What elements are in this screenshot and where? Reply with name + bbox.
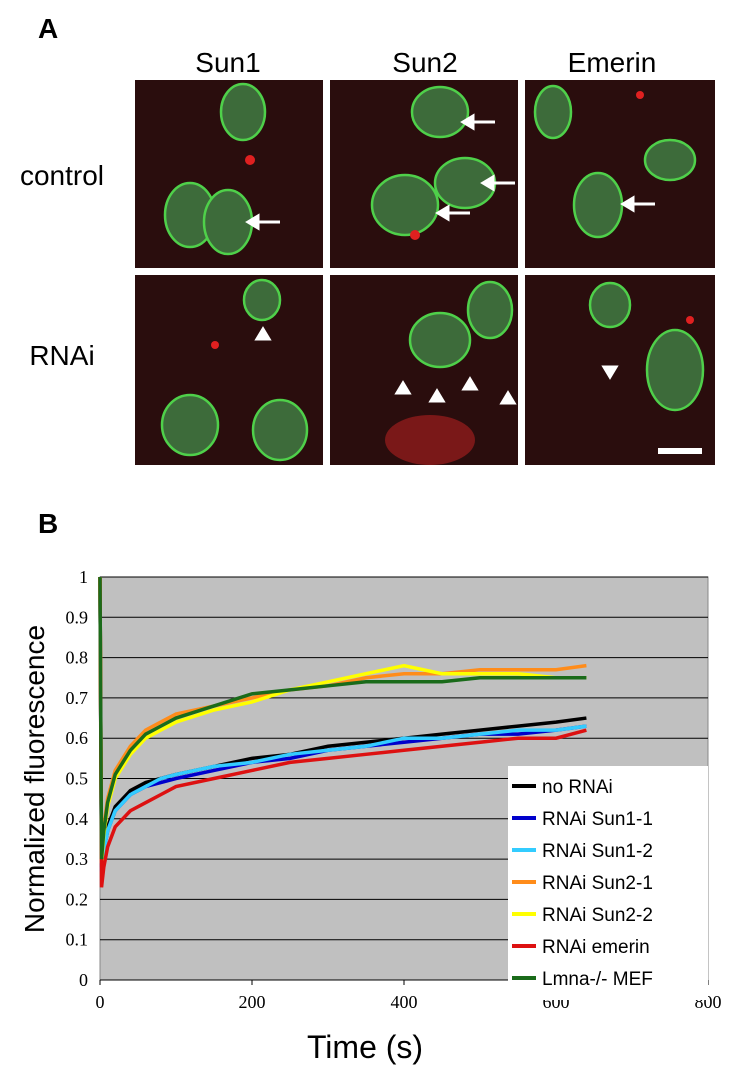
x-tick-label: 0	[96, 992, 105, 1012]
series-line	[98, 576, 587, 860]
nucleus	[645, 328, 705, 412]
arrows	[245, 113, 702, 454]
spot	[686, 316, 694, 324]
column-header: Emerin	[568, 47, 657, 78]
legend-label: RNAi emerin	[542, 937, 650, 958]
x-tick-label: 400	[391, 992, 418, 1012]
cytoplasm	[385, 415, 475, 465]
spot	[636, 91, 644, 99]
column-header: Sun2	[392, 47, 457, 78]
nucleus	[202, 188, 254, 256]
nucleus	[370, 173, 440, 237]
nucleus	[410, 85, 470, 139]
panel-label: B	[38, 508, 58, 539]
nucleus	[588, 281, 632, 329]
row-label: control	[20, 160, 104, 191]
legend-label: RNAi Sun1-2	[542, 841, 653, 862]
nucleus	[466, 280, 514, 340]
y-tick-label: 0	[79, 970, 88, 990]
legend-label: Lmna-/- MEF	[542, 969, 653, 990]
spot	[211, 341, 219, 349]
y-tick-label: 0.8	[66, 648, 89, 668]
y-tick-label: 0.4	[66, 809, 89, 829]
y-tick-label: 0.1	[66, 930, 89, 950]
legend-label: RNAi Sun2-2	[542, 905, 653, 926]
legend-box	[508, 766, 708, 1000]
y-tick-label: 0.9	[66, 607, 89, 627]
nucleus	[251, 398, 309, 462]
legend-label: RNAi Sun2-1	[542, 873, 653, 894]
y-tick-label: 0.6	[66, 728, 89, 748]
panel-label: A	[38, 13, 58, 44]
x-axis-title: Time (s)	[307, 1029, 423, 1065]
nucleus	[242, 278, 282, 322]
spot	[410, 230, 420, 240]
nucleus	[160, 393, 220, 457]
y-axis-title: Normalized fluorescence	[19, 625, 50, 933]
spot	[245, 155, 255, 165]
column-header: Sun1	[195, 47, 260, 78]
nucleus	[643, 138, 697, 182]
row-label: RNAi	[29, 340, 94, 371]
y-tick-label: 0.5	[66, 769, 89, 789]
nucleus	[572, 171, 624, 239]
y-tick-label: 0.7	[66, 688, 89, 708]
x-tick-label: 200	[239, 992, 266, 1012]
nucleus	[533, 84, 573, 140]
nucleus	[219, 82, 267, 142]
y-tick-label: 1	[79, 567, 88, 587]
y-tick-label: 0.2	[66, 889, 89, 909]
y-tick-label: 0.3	[66, 849, 89, 869]
series-line	[98, 576, 587, 888]
series-line	[98, 576, 587, 872]
micrographs	[135, 80, 715, 465]
legend-label: no RNAi	[542, 777, 613, 798]
legend-label: RNAi Sun1-1	[542, 809, 653, 830]
nucleus	[408, 311, 472, 369]
